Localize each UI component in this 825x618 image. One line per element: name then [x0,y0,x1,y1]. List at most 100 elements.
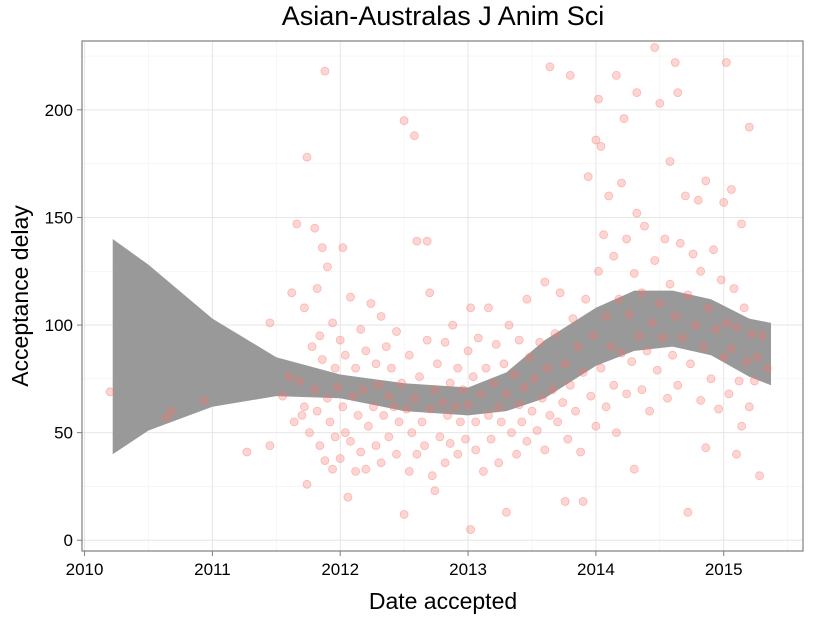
data-point [612,71,621,80]
data-point [265,318,275,328]
data-point [560,497,570,506]
data-point [568,314,578,324]
data-point [642,346,652,356]
data-point [443,410,453,420]
data-point [484,303,493,313]
data-point [489,378,499,388]
data-point [312,284,322,293]
x-tick-label: 2015 [705,560,743,579]
data-point [317,243,327,253]
y-tick-label: 100 [45,316,73,335]
data-point [407,428,417,438]
data-point [394,417,404,427]
data-point [744,122,754,132]
data-point [297,410,307,420]
data-point [635,331,644,341]
x-tick-label: 2010 [66,560,104,579]
data-point [629,464,639,474]
data-point [305,428,314,438]
data-point [762,363,772,373]
data-point [647,318,657,328]
data-point [265,441,275,451]
data-point [637,288,647,298]
data-point [494,402,504,412]
data-point [307,342,317,352]
data-point [420,441,430,451]
data-point [440,458,450,468]
data-point [727,185,736,194]
data-point [322,262,332,272]
data-point [606,342,616,352]
data-point [688,249,698,259]
data-point [422,335,432,345]
data-point [330,432,340,442]
data-point [399,510,409,519]
data-point [284,372,294,382]
data-point [422,236,432,246]
data-point [670,58,680,67]
data-point [376,458,386,468]
data-point [683,507,693,517]
data-point [734,376,744,386]
data-point [530,374,539,384]
data-point [374,380,384,390]
data-point [596,363,606,373]
data-point [486,434,496,444]
data-point [315,331,325,341]
data-point [512,449,521,459]
y-tick-label: 0 [64,531,73,550]
data-point [696,395,706,405]
data-point [681,191,690,201]
data-point [542,363,552,373]
data-point [333,383,343,392]
data-point [670,311,680,321]
data-point [668,350,677,360]
data-point [553,417,562,427]
data-point [468,372,478,382]
data-point [302,479,312,489]
data-point [686,359,695,369]
data-point [604,191,614,201]
data-point [499,359,509,369]
data-point [481,363,491,373]
data-point [466,525,476,534]
data-point [747,329,757,339]
data-point [560,359,570,369]
data-point [691,320,700,330]
data-point [696,266,706,276]
data-point [719,197,729,207]
data-point [586,391,596,401]
data-point [555,288,565,298]
data-point [353,410,363,420]
data-point [640,221,649,231]
data-point [299,303,309,313]
data-point [361,346,371,356]
data-point [425,288,435,298]
data-point [338,402,348,412]
data-point [558,398,568,407]
data-point [721,318,731,328]
data-point [596,141,606,151]
data-point [343,492,353,502]
data-point [617,178,626,188]
data-point [371,359,381,369]
y-tick-label: 150 [45,208,73,227]
data-point [167,406,176,416]
data-point [599,230,608,240]
data-point [384,391,394,401]
data-point [351,363,361,373]
data-point [278,391,288,401]
data-point [458,385,468,395]
data-point [757,331,767,341]
data-point [632,208,642,218]
data-point [622,389,631,399]
data-point [755,471,764,481]
data-point [392,449,401,459]
y-tick-label: 50 [54,424,73,443]
x-tick-label: 2012 [321,560,359,579]
data-point [299,402,309,412]
data-point [415,372,424,382]
data-point [624,309,634,319]
data-point [473,333,483,343]
data-point [706,374,716,384]
